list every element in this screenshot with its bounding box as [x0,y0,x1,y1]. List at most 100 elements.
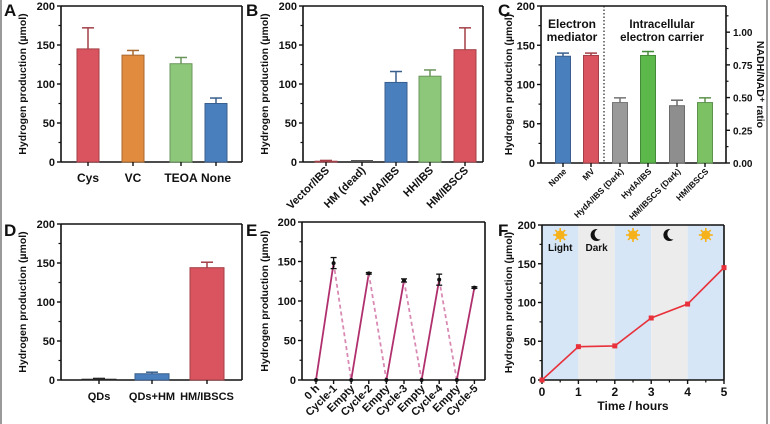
y-tick-label: 200 [278,217,296,229]
light-phase-band [614,225,652,380]
bar [204,103,228,163]
y-tick-label: 0 [49,157,55,169]
panel-a: A 0 50 100 150 200 Hydrogen production (µmol) C… [4,1,243,185]
data-point [539,377,545,383]
series-segment [350,273,370,381]
y-tick-label: 50 [43,118,55,130]
x-tick-label: 0 [539,385,546,399]
image-left-border [0,0,2,424]
bar [314,160,338,163]
y-tick-label: 0 [530,375,536,387]
y-tick-label: 100 [279,79,297,91]
bar [697,102,713,164]
sun-ray [635,237,639,241]
bar [76,48,100,163]
panel-letter: D [4,221,16,240]
sun-ray [627,229,631,233]
y-tick-label: 0 [49,375,55,387]
bar [81,378,117,381]
bar [384,81,408,163]
bar [583,54,599,164]
sun-icon [698,228,713,242]
y-axis-label: Hydrogen production (µmol) [503,14,515,155]
y-axis-label: Hydrogen production (µmol) [503,232,515,373]
moon-cutout [667,228,679,240]
x-tick-label: 1 [575,385,582,399]
x-tick-label: 5 [721,385,728,399]
y-tick-label: 200 [518,220,536,232]
y-tick-label: 150 [517,40,535,52]
sun-ray [554,237,558,241]
y-tick-label: 200 [37,219,55,231]
moon-cutout [594,228,606,240]
x-tick-label: HH/IBS [401,165,436,200]
y-tick-label: 150 [37,258,55,270]
sun-ray [554,229,558,233]
panel-letter: C [498,1,510,20]
series-segment-dashed [332,262,353,381]
bar [453,49,477,163]
x-tick-label: HM/IBSCS (Dark) [627,166,683,222]
y-tick-label: 50 [524,336,536,348]
y-axis-label: Hydrogen production (µmol) [259,230,271,371]
y-axis-label: Hydrogen production (µmol) [17,231,29,372]
group-label-line: mediator [547,30,598,44]
series-segment [420,279,441,381]
y-tick-label: 200 [517,1,535,13]
sun-icon [553,228,568,242]
panel-letter: F [498,221,508,240]
y-tick-label: 0 [290,375,296,387]
image-right-border [766,0,768,424]
y-axis-label: Hydrogen production (µmol) [17,13,29,154]
x-tick-label: Cys [77,171,99,185]
bar [121,54,145,163]
series-line [541,267,725,381]
data-point [612,343,618,349]
y-tick-label: 100 [37,297,55,309]
phase-label-dark: Dark [585,243,608,254]
group-label-line: Intracellular [629,19,695,31]
x-tick-label: None [201,171,231,185]
y-tick-label: 200 [279,1,297,13]
group-label-line: Electron [548,17,596,31]
y-tick-label: 100 [278,296,296,308]
y2-tick-label: 0.75 [733,61,753,72]
y-tick-label: 150 [518,259,536,271]
y-tick-label: 50 [284,336,296,348]
sun-ray [708,229,712,233]
data-point [575,344,581,350]
y-tick-label: 150 [279,40,297,52]
data-point [721,265,727,271]
x-tick-label: 2 [611,385,618,399]
dark-phase-band [578,225,615,380]
y-tick-label: 50 [523,119,535,131]
y2-tick-label: 0.00 [733,159,753,170]
y-tick-label: 0 [291,157,297,169]
bar [640,54,656,164]
y-tick-label: 50 [43,336,55,348]
y-tick-label: 100 [37,79,55,91]
sun-ray [708,237,712,241]
y-tick-label: 100 [517,80,535,92]
y2-axis-label: NADH/NAD⁺ ratio [754,41,766,128]
y-tick-label: 150 [37,40,55,52]
panel-letter: E [246,221,257,240]
series-segment [385,280,405,381]
x-tick-label: MV [580,166,596,182]
y-tick-label: 200 [37,1,55,13]
data-point [685,301,691,307]
group-label-line: electron carrier [620,32,704,44]
bar [189,267,225,381]
y-tick-label: 50 [285,118,297,130]
x-tick-label: QDs [88,391,111,403]
x-tick-label: 4 [684,385,691,399]
sun-disc [628,230,638,240]
light-phase-band [687,225,724,380]
series-segment-dashed [438,279,458,381]
y2-tick-label: 0.25 [733,126,753,137]
